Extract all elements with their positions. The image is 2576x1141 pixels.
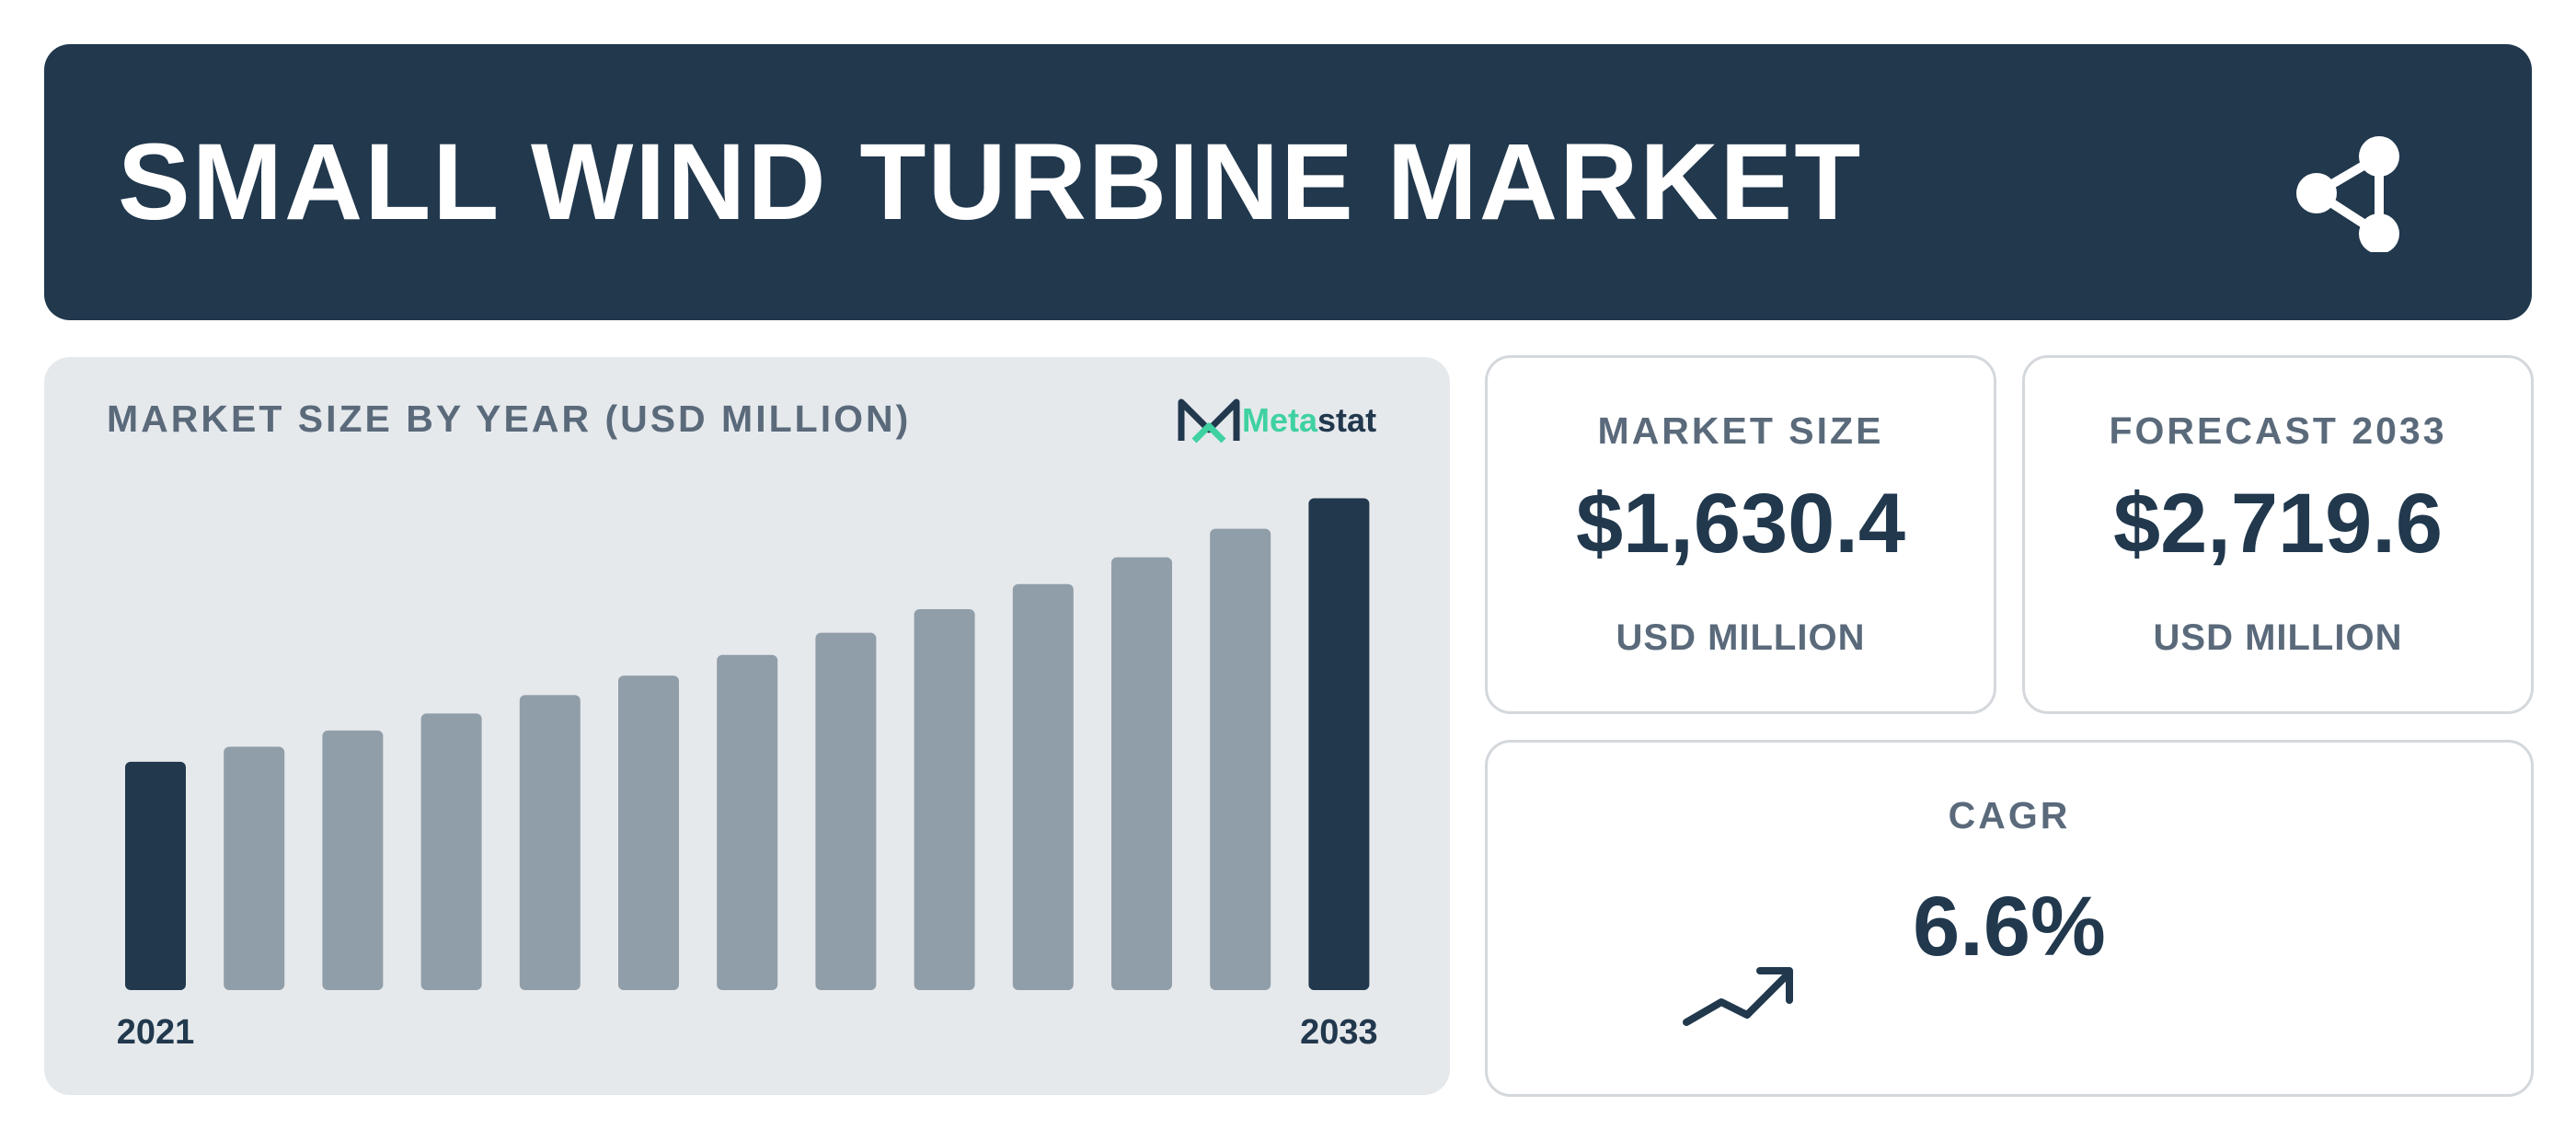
x-tick-label-2033: 2033 bbox=[1300, 1013, 1378, 1052]
bar-2033 bbox=[1308, 498, 1370, 990]
cagr-value: 6.6% bbox=[1913, 880, 2106, 974]
market-size-unit: USD MILLION bbox=[1616, 617, 1866, 658]
bar-2024 bbox=[420, 713, 482, 990]
header-banner: SMALL WIND TURBINE MARKET bbox=[44, 44, 2532, 320]
bar-2023 bbox=[322, 730, 384, 990]
logo-text: Metastat bbox=[1242, 401, 1376, 440]
logo-text-prefix: Meta bbox=[1242, 401, 1318, 439]
market-size-label: MARKET SIZE bbox=[1597, 409, 1884, 452]
forecast-value: $2,719.6 bbox=[2112, 477, 2444, 570]
metastat-logo-icon bbox=[1178, 398, 1240, 444]
bar-2028 bbox=[815, 632, 877, 990]
logo-text-suffix: stat bbox=[1317, 401, 1377, 439]
metastat-logo: Metastat bbox=[1178, 394, 1404, 447]
share-icon[interactable] bbox=[2283, 123, 2412, 254]
cagr-label: CAGR bbox=[1948, 794, 2071, 836]
bar-2025 bbox=[519, 695, 581, 990]
bar-2029 bbox=[914, 609, 975, 990]
chart-title: MARKET SIZE BY YEAR (USD MILLION) bbox=[107, 398, 912, 440]
cagr-card: CAGR 6.6% bbox=[1485, 740, 2534, 1097]
market-size-value: $1,630.4 bbox=[1575, 477, 1906, 570]
bar-chart: 2021 2033 bbox=[117, 498, 1378, 1052]
forecast-label: FORECAST 2033 bbox=[2109, 409, 2447, 452]
bar-2027 bbox=[717, 654, 778, 990]
forecast-card: FORECAST 2033 $2,719.6 USD MILLION bbox=[2022, 355, 2534, 714]
bar-2026 bbox=[618, 675, 679, 990]
trend-up-icon bbox=[1683, 967, 1793, 1026]
forecast-unit: USD MILLION bbox=[2153, 617, 2403, 658]
chart-panel: MARKET SIZE BY YEAR (USD MILLION) Metast… bbox=[44, 357, 1450, 1095]
bar-2032 bbox=[1210, 528, 1271, 990]
market-size-card: MARKET SIZE $1,630.4 USD MILLION bbox=[1485, 355, 1996, 714]
page-title: SMALL WIND TURBINE MARKET bbox=[118, 121, 1863, 243]
x-tick-label-2021: 2021 bbox=[117, 1013, 195, 1052]
bar-2031 bbox=[1111, 557, 1172, 990]
bar-2022 bbox=[224, 746, 285, 990]
bar-2021 bbox=[125, 761, 186, 990]
bar-2030 bbox=[1012, 583, 1074, 990]
